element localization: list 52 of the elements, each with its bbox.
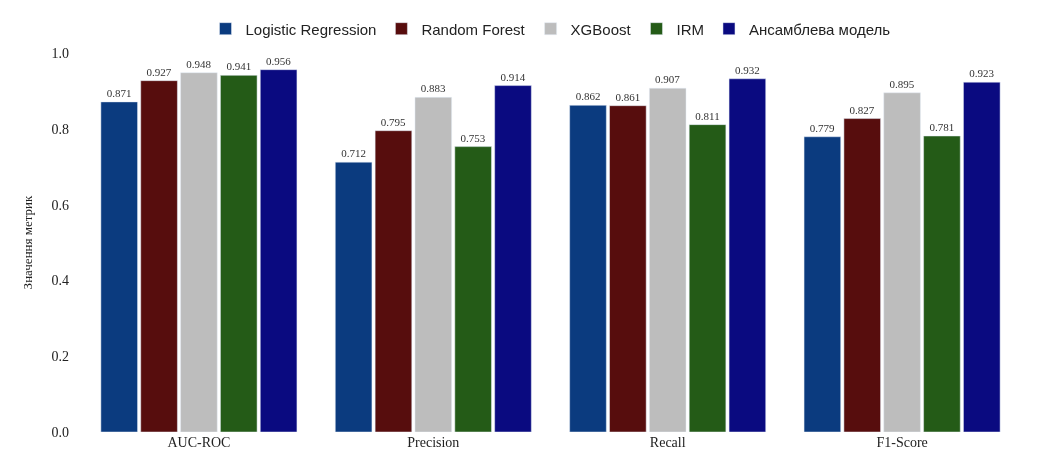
data-label: 0.871 <box>106 86 132 99</box>
data-label: 0.927 <box>146 65 172 78</box>
bar <box>883 92 921 432</box>
data-label: 0.712 <box>341 147 366 160</box>
bar <box>649 88 687 432</box>
legend-label: IRM <box>676 20 704 38</box>
bar <box>414 97 452 432</box>
x-tick-label: Recall <box>649 435 686 450</box>
y-tick-label: 0.8 <box>51 121 69 137</box>
legend-label: Random Forest <box>421 20 526 38</box>
y-tick-label: 0.2 <box>51 349 69 365</box>
y-tick-label: 0.4 <box>51 273 69 289</box>
data-label: 0.862 <box>575 90 601 103</box>
bar <box>923 135 961 432</box>
data-label: 0.779 <box>809 121 836 134</box>
bar <box>803 136 841 432</box>
y-tick-label: 1.0 <box>51 45 69 61</box>
data-label: 0.932 <box>735 63 760 76</box>
bar <box>260 69 298 432</box>
data-label: 0.948 <box>186 57 212 70</box>
x-tick-label: F1-Score <box>876 435 928 450</box>
x-tick-label: Precision <box>407 435 460 450</box>
bar <box>494 85 532 432</box>
legend-label: Logistic Regression <box>245 20 377 38</box>
data-label: 0.861 <box>615 90 641 103</box>
data-label: 0.781 <box>929 121 955 133</box>
x-tick-label: AUC-ROC <box>167 435 231 450</box>
data-label: 0.895 <box>889 77 915 90</box>
data-label: 0.795 <box>380 115 407 128</box>
legend-label: XGBoost <box>570 20 632 38</box>
data-label: 0.883 <box>420 82 446 95</box>
bar <box>963 81 1001 432</box>
data-label: 0.923 <box>969 67 995 80</box>
data-label: 0.811 <box>695 109 720 122</box>
bar <box>100 101 138 432</box>
y-tick-label: 0.0 <box>51 424 69 440</box>
bar <box>609 105 647 432</box>
legend-label: Ансамблева модель <box>748 20 891 38</box>
bar <box>180 72 218 432</box>
bar <box>140 80 178 432</box>
y-axis-title: Значення метрик <box>20 194 36 290</box>
data-label: 0.827 <box>849 103 875 116</box>
data-label: 0.956 <box>265 54 292 67</box>
bar <box>569 105 607 432</box>
bar <box>843 118 881 432</box>
y-tick-label: 0.6 <box>51 197 69 213</box>
data-label: 0.941 <box>226 60 252 73</box>
bar <box>220 75 258 432</box>
bar <box>454 146 492 432</box>
data-label: 0.914 <box>500 70 526 83</box>
data-label: 0.753 <box>460 131 486 144</box>
data-label: 0.907 <box>655 73 681 86</box>
